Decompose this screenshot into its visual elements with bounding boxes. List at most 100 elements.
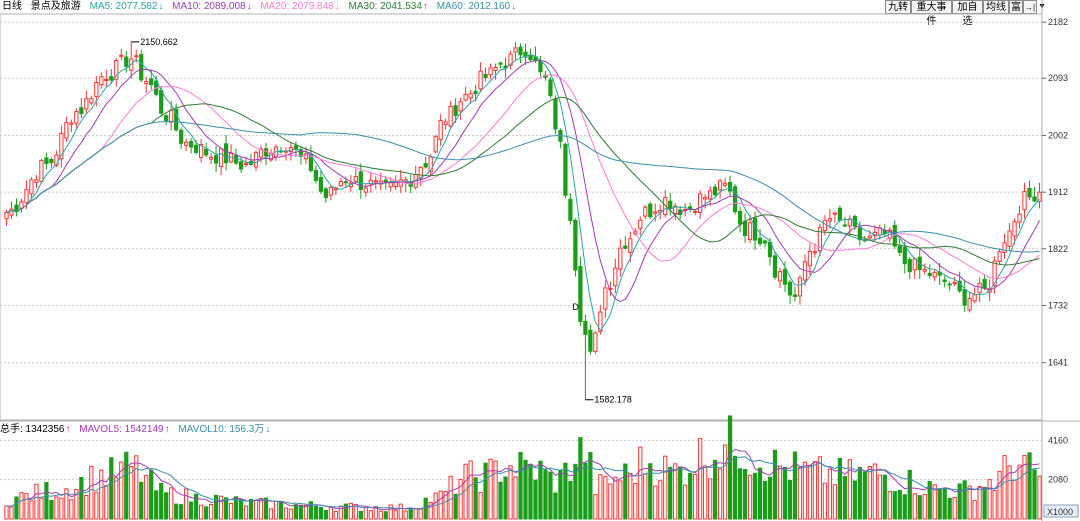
volume-bar [94, 491, 99, 520]
candle-body [583, 320, 588, 335]
volume-bar [1012, 479, 1017, 520]
period-label: 日线 [2, 1, 22, 12]
candle-body [213, 155, 219, 164]
volume-bar [767, 476, 773, 520]
volume-bar [598, 474, 603, 520]
volume-bar [363, 507, 368, 520]
candle-body [139, 54, 144, 81]
volume-bar [348, 502, 353, 520]
candle-body [109, 76, 114, 81]
candle-body [538, 60, 543, 73]
volume-bar [927, 481, 932, 520]
candle-body [598, 311, 603, 333]
high-price-label: 2150.662 [140, 37, 178, 47]
volume-bar [802, 461, 808, 520]
volume-bar [658, 480, 663, 520]
volume-bar [109, 457, 114, 520]
candle-body [328, 187, 333, 196]
volume-bar [448, 475, 453, 520]
candle-body [1017, 213, 1022, 223]
volume-bar [967, 485, 972, 520]
candle-body [218, 148, 224, 167]
volume-bar [737, 468, 743, 520]
volume-bar [583, 462, 588, 520]
ma-settings-button[interactable]: 均线 [983, 0, 1009, 14]
candle-body [922, 268, 927, 272]
candle-body [353, 176, 358, 182]
volume-bar [388, 504, 393, 520]
candle-body [398, 179, 403, 187]
volume-bar [698, 438, 703, 520]
mavol5-line [6, 448, 1040, 511]
candle-body [867, 235, 872, 239]
price-tick-label: 2002 [1048, 130, 1068, 140]
candle-body [69, 122, 74, 125]
volume-bar [792, 451, 798, 520]
candle-body [34, 179, 39, 183]
ma60-label: MA60: 2012.160↓ [436, 1, 517, 12]
candle-body [688, 206, 693, 210]
volume-bar [24, 493, 29, 520]
volume-bar [403, 510, 408, 520]
volume-bar [4, 505, 9, 520]
candle-body [588, 329, 593, 352]
candle-body [1022, 191, 1027, 211]
candle-body [104, 79, 109, 82]
candle-body [737, 211, 743, 225]
candle-body [947, 283, 952, 286]
volume-bar [124, 451, 129, 520]
volume-bar [428, 502, 433, 520]
volume-bar [732, 455, 738, 520]
candle-body [742, 220, 748, 236]
volume-bar [114, 477, 119, 520]
volume-bar [777, 465, 783, 520]
low-price-label: 1582.178 [594, 395, 632, 405]
candle-body [159, 89, 164, 114]
volume-bar [248, 499, 254, 520]
volume-bar [89, 465, 94, 520]
candle-body [578, 266, 583, 322]
candle-body [997, 251, 1002, 263]
volume-tick-label: 2080 [1048, 475, 1068, 485]
volume-bar [997, 470, 1002, 520]
candle-body [762, 240, 768, 244]
volume-bar [543, 469, 548, 520]
volume-bar [827, 468, 833, 520]
candle-body [4, 211, 9, 220]
volume-bar [293, 504, 299, 520]
price-tick-label: 1641 [1048, 358, 1068, 368]
ma30-line [6, 96, 1040, 266]
volume-bar [59, 497, 64, 520]
volume-bar [992, 490, 997, 520]
volume-bar [857, 466, 862, 520]
candle-body [957, 280, 962, 292]
candle-body [967, 298, 972, 311]
volume-bar [19, 492, 24, 520]
volume-bar [588, 452, 593, 520]
volume-bar [473, 477, 478, 520]
volume-bar [643, 473, 648, 520]
candle-body [693, 211, 698, 214]
volume-bar [747, 474, 753, 520]
volume-bar [258, 497, 264, 520]
volume-bar [917, 495, 922, 520]
candle-body [84, 98, 89, 110]
candle-body [483, 74, 488, 79]
candle-body [94, 82, 99, 97]
candle-body [184, 141, 189, 146]
candle-body [827, 218, 833, 222]
volume-bar [393, 509, 398, 520]
volume-bar [358, 510, 363, 520]
candle-body [837, 207, 843, 221]
volume-bar [194, 493, 199, 520]
candle-body [433, 136, 438, 153]
volume-bar [982, 486, 987, 520]
candle-body [977, 282, 982, 293]
candle-body [573, 219, 578, 271]
candle-body [174, 108, 179, 131]
volume-bar [787, 479, 793, 520]
volume-bar [383, 511, 388, 520]
candle-body [14, 204, 19, 213]
